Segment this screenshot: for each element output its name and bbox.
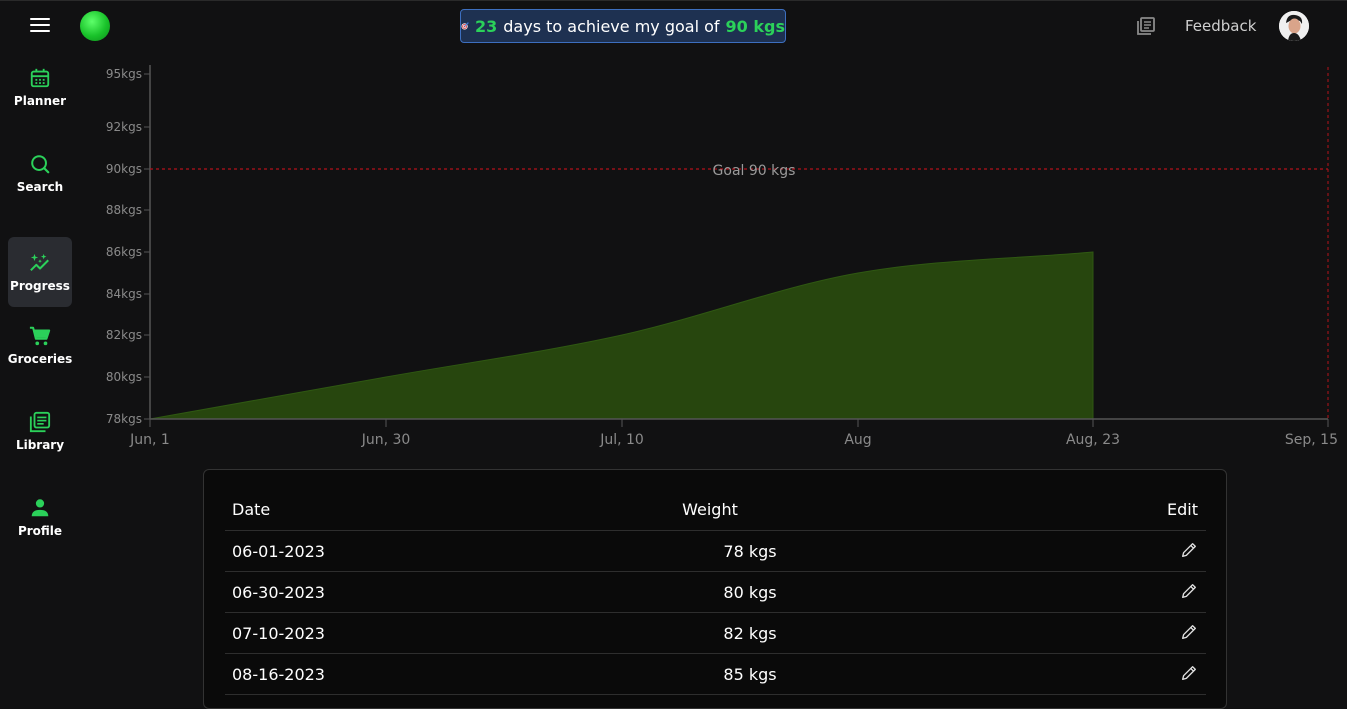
goal-banner: 23 days to achieve my goal of 90 kgs — [460, 9, 786, 43]
row-weight: 82 kgs — [723, 624, 777, 643]
edit-button[interactable] — [1180, 541, 1198, 563]
feedback-link[interactable]: Feedback — [1185, 17, 1257, 35]
goal-weight: 90 kgs — [725, 16, 785, 36]
x-tick-label: Aug, 23 — [1066, 432, 1120, 448]
y-tick-label: 80kgs — [106, 370, 142, 384]
search-icon — [31, 154, 50, 173]
y-tick-label: 88kgs — [106, 203, 142, 217]
pencil-icon — [1182, 584, 1196, 598]
app-logo[interactable] — [80, 11, 110, 41]
goal-text: days to achieve my goal of — [503, 16, 720, 36]
avatar[interactable] — [1279, 11, 1309, 41]
weight-table: Date Weight Edit 06-01-2023 78 kgs 06-30… — [203, 469, 1227, 709]
hamburger-menu-icon[interactable] — [28, 16, 52, 34]
sidebar-item-search[interactable]: Search — [8, 138, 72, 208]
sparkle-trend-icon — [30, 253, 49, 271]
sidebar-item-label: Profile — [17, 523, 63, 538]
row-date: 06-01-2023 — [232, 542, 325, 561]
row-date: 07-10-2023 — [232, 624, 325, 643]
sidebar-item-label: Progress — [10, 278, 70, 293]
weight-area — [149, 251, 1094, 420]
sidebar-item-progress[interactable]: Progress — [8, 237, 72, 307]
table-row: 06-01-2023 78 kgs — [225, 531, 1206, 572]
x-tick-label: Jul, 10 — [599, 432, 644, 448]
cart-icon — [29, 326, 51, 345]
y-tick-label: 84kgs — [106, 287, 142, 301]
pencil-icon — [1182, 543, 1196, 557]
table-row: 06-30-2023 80 kgs — [225, 572, 1206, 613]
sidebar-item-planner[interactable]: Planner — [8, 52, 72, 122]
pencil-icon — [1182, 625, 1196, 639]
y-tick-label: 86kgs — [106, 245, 142, 259]
target-icon — [461, 22, 469, 30]
person-icon — [31, 498, 49, 516]
top-bar: 23 days to achieve my goal of 90 kgs Fee… — [0, 0, 1347, 50]
table-row: 07-10-2023 82 kgs — [225, 613, 1206, 654]
goal-days: 23 — [475, 16, 498, 36]
goal-label: Goal 90 kgs — [713, 163, 796, 179]
sidebar-item-groceries[interactable]: Groceries — [8, 310, 72, 380]
x-tick-label: Jun, 1 — [129, 432, 170, 448]
column-header-date: Date — [232, 500, 271, 519]
y-tick-label: 90kgs — [106, 162, 142, 176]
library-icon — [29, 411, 51, 432]
edit-button[interactable] — [1180, 623, 1198, 645]
row-weight: 85 kgs — [723, 665, 777, 684]
sidebar-item-label: Planner — [13, 93, 67, 108]
x-tick-label: Aug — [844, 432, 871, 448]
table-header-row: Date Weight Edit — [225, 490, 1206, 531]
y-tick-label: 78kgs — [106, 412, 142, 426]
row-weight: 80 kgs — [723, 583, 777, 602]
y-tick-label: 82kgs — [106, 328, 142, 342]
column-header-weight: Weight — [682, 500, 738, 519]
sidebar-item-label: Library — [15, 437, 65, 452]
calendar-icon — [30, 68, 50, 87]
column-header-edit: Edit — [1167, 500, 1198, 519]
row-weight: 78 kgs — [723, 542, 777, 561]
y-tick-label: 92kgs — [106, 120, 142, 134]
x-tick-label: Jun, 30 — [361, 432, 411, 448]
pencil-icon — [1182, 666, 1196, 680]
edit-button[interactable] — [1180, 582, 1198, 604]
sidebar-item-library[interactable]: Library — [8, 396, 72, 466]
sidebar-item-label: Search — [16, 179, 64, 194]
sidebar-item-profile[interactable]: Profile — [8, 482, 72, 552]
y-tick-label: 95kgs — [106, 67, 142, 81]
edit-button[interactable] — [1180, 664, 1198, 686]
x-tick-label: Sep, 15 — [1285, 432, 1338, 448]
row-date: 08-16-2023 — [232, 665, 325, 684]
news-icon[interactable] — [1136, 16, 1156, 36]
row-date: 06-30-2023 — [232, 583, 325, 602]
sidebar-item-label: Groceries — [7, 351, 73, 366]
weight-progress-chart: Goal 90 kgs 78kgs 80kgs 82kgs 84kgs 86kgs 88kg… — [106, 65, 1338, 448]
table-row: 08-16-2023 85 kgs — [225, 654, 1206, 695]
